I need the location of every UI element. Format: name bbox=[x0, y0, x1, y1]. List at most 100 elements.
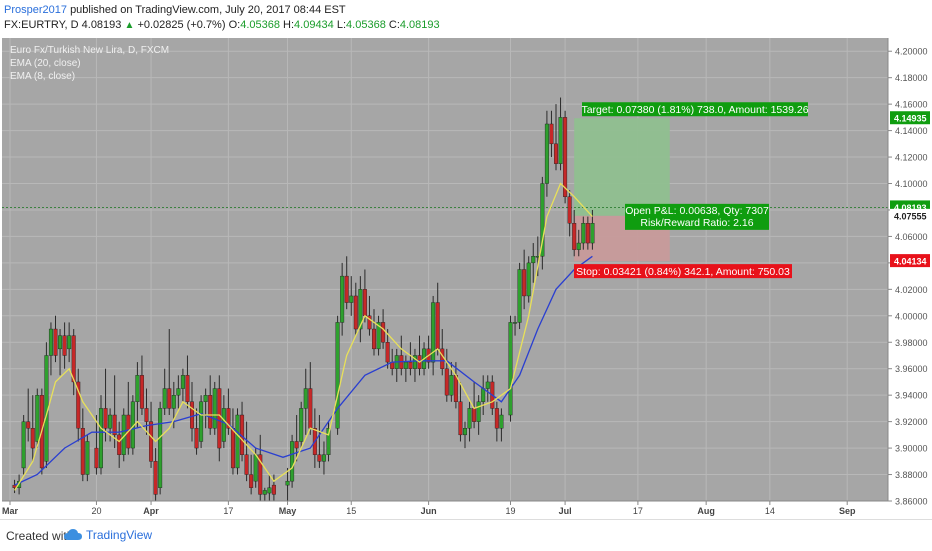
candle-body bbox=[567, 196, 572, 224]
price-tick-label: 4.06000 bbox=[895, 232, 928, 242]
candle-body bbox=[453, 375, 458, 402]
time-tick-label: Jul bbox=[559, 506, 572, 516]
candle-body bbox=[362, 289, 367, 316]
brand-name: TradingView bbox=[86, 528, 153, 542]
time-tick-label: 20 bbox=[91, 506, 101, 516]
price-tick-label: 4.12000 bbox=[895, 153, 928, 163]
candle-body bbox=[585, 222, 590, 244]
last-price-tag: 4.08193 bbox=[894, 203, 927, 213]
candle-body bbox=[358, 289, 363, 330]
stop-price-tag: 4.04134 bbox=[894, 257, 927, 267]
candle-body bbox=[249, 474, 254, 488]
candle-body bbox=[308, 388, 313, 429]
candle-body bbox=[103, 408, 108, 429]
target-price-tag-box bbox=[890, 111, 930, 125]
price-tick-label: 3.96000 bbox=[895, 364, 928, 374]
candle-body bbox=[572, 222, 577, 250]
target-label-box bbox=[582, 102, 808, 117]
candle-body bbox=[189, 401, 194, 429]
open-label: O: bbox=[228, 19, 241, 31]
symbol: FX:EURTRY, D bbox=[4, 19, 79, 31]
candle-body bbox=[576, 242, 581, 250]
candle-body bbox=[26, 421, 31, 429]
target-label: Target: 0.07380 (1.81%) 738.0, Amount: 1… bbox=[581, 104, 808, 116]
candle-body bbox=[372, 328, 377, 350]
candle-body bbox=[554, 143, 559, 164]
candle-body bbox=[53, 328, 58, 356]
candle-body bbox=[517, 269, 522, 323]
candle-body bbox=[194, 428, 199, 449]
candle-body bbox=[258, 454, 263, 495]
time-axis bbox=[0, 501, 888, 519]
candle-body bbox=[221, 408, 226, 442]
low-value: 4.05368 bbox=[346, 19, 386, 31]
created-with-text: Created with bbox=[6, 529, 74, 543]
low-label: L: bbox=[336, 19, 347, 31]
candle-body bbox=[85, 441, 90, 475]
candle-body bbox=[158, 408, 163, 488]
candle-body bbox=[467, 408, 472, 429]
candle-body bbox=[349, 295, 354, 303]
candle-body bbox=[212, 388, 217, 429]
time-tick-label: May bbox=[279, 506, 297, 516]
candle-body bbox=[294, 441, 299, 449]
chart-legend: Euro Fx/Turkish New Lira, D, FXCM EMA (2… bbox=[10, 44, 169, 83]
candle-body bbox=[62, 335, 67, 356]
price-chart[interactable]: Target: 0.07380 (1.81%) 738.0, Amount: 1… bbox=[0, 36, 932, 519]
candle-body bbox=[344, 275, 349, 303]
high-label: H: bbox=[283, 19, 295, 31]
candle-body bbox=[185, 375, 190, 402]
candle-body bbox=[108, 414, 113, 429]
candle-body bbox=[412, 355, 417, 369]
candle-body bbox=[167, 388, 172, 409]
candle-body bbox=[444, 368, 449, 396]
candle-body bbox=[590, 222, 595, 244]
candle-body bbox=[385, 342, 390, 363]
candle-body bbox=[481, 388, 486, 402]
candle-body bbox=[149, 421, 154, 462]
candle-body bbox=[76, 381, 81, 429]
candle-body bbox=[299, 408, 304, 442]
candle-body bbox=[458, 401, 463, 436]
price-tick-label: 3.94000 bbox=[895, 391, 928, 401]
candle-body bbox=[326, 428, 331, 455]
candle-body bbox=[403, 361, 408, 369]
candle-body bbox=[353, 295, 358, 330]
candle-body bbox=[303, 388, 308, 409]
candle-body bbox=[522, 269, 527, 297]
candle-body bbox=[171, 394, 176, 409]
time-tick-label: 17 bbox=[223, 506, 233, 516]
candle-body bbox=[494, 408, 499, 429]
candle-body bbox=[540, 183, 545, 257]
published-text: published on TradingView.com, July 20, 2… bbox=[70, 4, 346, 16]
time-tick-label: Apr bbox=[143, 506, 159, 516]
candle-body bbox=[381, 322, 386, 343]
candle-body bbox=[253, 454, 258, 482]
candle-body bbox=[203, 394, 208, 402]
candle-body bbox=[67, 335, 72, 350]
time-tick-label: 19 bbox=[505, 506, 515, 516]
price-tick-label: 4.10000 bbox=[895, 179, 928, 189]
candle-body bbox=[449, 375, 454, 396]
tradingview-brand[interactable]: TradingView bbox=[64, 526, 152, 544]
legend-series: Euro Fx/Turkish New Lira, D, FXCM bbox=[10, 45, 170, 56]
chart-area[interactable]: Target: 0.07380 (1.81%) 738.0, Amount: 1… bbox=[0, 36, 932, 519]
cloud-icon bbox=[64, 529, 82, 540]
time-tick-label: 14 bbox=[765, 506, 775, 516]
time-tick-label: Mar bbox=[2, 506, 19, 516]
author-link[interactable]: Prosper2017 bbox=[4, 4, 67, 16]
candle-body bbox=[544, 123, 549, 184]
candle-body bbox=[48, 328, 53, 356]
time-tick-label: 17 bbox=[633, 506, 643, 516]
candle-body bbox=[267, 487, 272, 494]
candle-body bbox=[226, 408, 231, 429]
candle-body bbox=[581, 222, 586, 244]
candle-body bbox=[21, 421, 26, 469]
candle-body bbox=[153, 461, 158, 495]
candle-body bbox=[526, 262, 531, 297]
close-value: 4.08193 bbox=[399, 19, 440, 31]
candle-body bbox=[335, 322, 340, 429]
last-price: 4.08193 bbox=[81, 19, 122, 31]
price-tick-label: 3.98000 bbox=[895, 338, 928, 348]
candle-body bbox=[208, 394, 213, 429]
